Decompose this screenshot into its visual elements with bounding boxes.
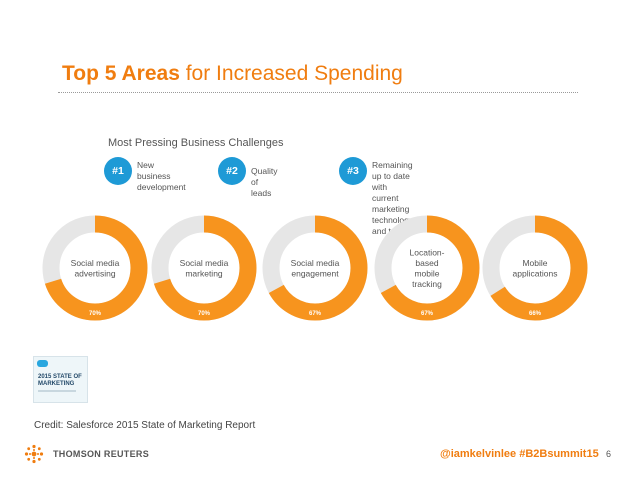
donut-category-label: Social media engagement — [291, 258, 340, 279]
donut-value-label: 67% — [421, 311, 434, 317]
social-handle: @iamkelvinlee #B2Bsummit15 — [440, 448, 599, 460]
donut-chart-2: Social media marketing 70% — [151, 215, 257, 321]
donut-chart-3: Social media engagement 67% — [262, 215, 368, 321]
title-rest: for Increased Spending — [179, 62, 403, 85]
report-cover-thumbnail: 2015 STATE OF MARKETING — [33, 356, 88, 403]
donut-category-label: Social media marketing — [180, 258, 229, 279]
donut-category-label: Mobile applications — [513, 258, 558, 279]
donut-value-arc — [482, 215, 588, 321]
donut-chart-5: Mobile applications 66% — [482, 215, 588, 321]
challenge-rank-badge: #1 — [104, 157, 132, 185]
challenge-rank-badge: #3 — [339, 157, 367, 185]
thomson-reuters-logo-icon — [24, 444, 44, 464]
donut-value-arc — [262, 215, 368, 321]
donut-value-arc — [374, 215, 480, 321]
donut-value-label: 70% — [89, 311, 102, 317]
donut-category-label: Social media advertising — [71, 258, 120, 279]
panel-title: Most Pressing Business Challenges — [108, 137, 284, 149]
report-cover-lines — [38, 390, 76, 392]
salesforce-logo-icon — [37, 360, 48, 367]
title-bold: Top 5 Areas — [62, 62, 180, 85]
donut-value-arc — [42, 215, 148, 321]
donut-value-arc — [151, 215, 257, 321]
donut-value-label: 67% — [309, 311, 322, 317]
credit-text: Credit: Salesforce 2015 State of Marketi… — [34, 420, 256, 431]
slide-title: Top 5 Areas for Increased Spending — [62, 62, 403, 86]
donut-chart-1: Social media advertising 70% — [42, 215, 148, 321]
donut-chart-4: Location-based mobile tracking 67% — [374, 215, 480, 321]
donut-value-label: 70% — [198, 311, 211, 317]
challenge-rank-badge: #2 — [218, 157, 246, 185]
donut-category-label: Location-based mobile tracking — [410, 247, 445, 289]
challenge-text: New business development — [137, 160, 186, 192]
title-divider — [58, 92, 578, 93]
page-number: 6 — [606, 449, 612, 459]
report-cover-title: 2015 STATE OF MARKETING — [38, 374, 82, 387]
donut-value-label: 66% — [529, 311, 542, 317]
challenge-text: Quality of leads — [251, 166, 278, 198]
company-name: THOMSON REUTERS — [53, 449, 150, 459]
